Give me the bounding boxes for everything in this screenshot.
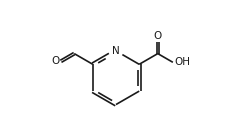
Text: O: O — [153, 31, 161, 41]
Text: OH: OH — [173, 57, 189, 67]
Text: O: O — [51, 56, 59, 66]
Text: N: N — [112, 46, 119, 56]
